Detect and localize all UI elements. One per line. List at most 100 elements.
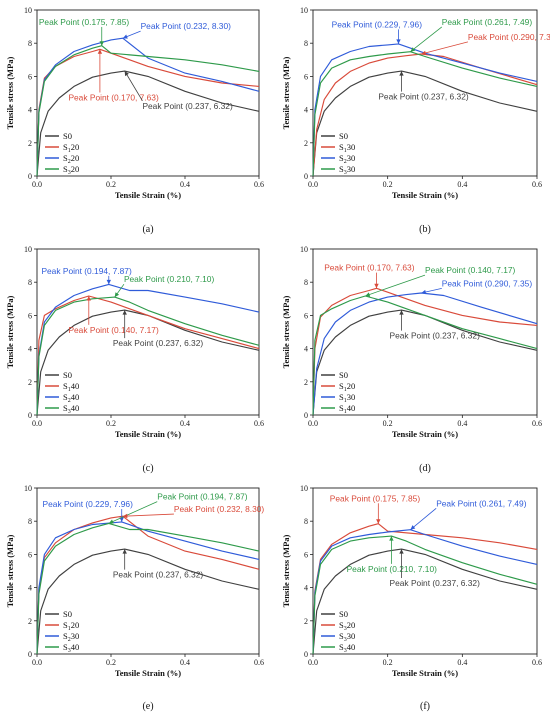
series-line [36, 296, 260, 416]
peak-arrow-head [114, 292, 120, 298]
peak-arrow-head [374, 283, 379, 289]
peak-point-label: Peak Point (0.237, 6.32) [390, 331, 481, 341]
legend-label: S220 [63, 153, 79, 165]
peak-arrow-head [399, 549, 404, 554]
y-tick-label: 0 [28, 172, 32, 181]
peak-point-label: Peak Point (0.290, 7.35) [442, 278, 533, 288]
peak-point-label: Peak Point (0.175, 7.85) [330, 493, 421, 503]
peak-point-label: Peak Point (0.237, 6.32) [378, 92, 469, 102]
x-tick-label: 0.0 [308, 419, 318, 428]
legend-label: S0 [63, 370, 72, 380]
series-line [312, 70, 538, 177]
x-tick-label: 0.2 [106, 419, 116, 428]
legend-label: S340 [63, 403, 79, 415]
y-tick-label: 8 [304, 39, 308, 48]
y-tick-label: 6 [304, 550, 308, 559]
y-tick-label: 4 [304, 584, 308, 593]
peak-point-label: Peak Point (0.210, 7.10) [124, 274, 215, 284]
legend-label: S340 [339, 642, 355, 654]
series-line [312, 53, 538, 177]
series-line [36, 309, 260, 416]
peak-arrow-head [122, 549, 127, 554]
peak-arrow-line [365, 274, 426, 297]
legend-label: S120 [63, 142, 79, 154]
x-axis-label: Tensile Strain (%) [392, 668, 458, 678]
y-tick-label: 0 [28, 411, 32, 420]
plot-frame [36, 487, 260, 655]
peak-point-label: Peak Point (0.237, 6.32) [113, 338, 204, 348]
x-axis-label: Tensile Strain (%) [115, 190, 181, 200]
peak-point-label: Peak Point (0.261, 7.49) [436, 498, 527, 508]
x-tick-label: 0.4 [457, 419, 467, 428]
x-tick-label: 0.0 [308, 658, 318, 667]
peak-arrow-head [421, 289, 427, 295]
y-tick-label: 2 [28, 378, 32, 387]
x-tick-label: 0.6 [254, 180, 264, 189]
peak-arrow-head [108, 519, 114, 524]
panel-label: (c) [142, 463, 153, 474]
y-tick-label: 2 [304, 139, 308, 148]
y-tick-label: 6 [28, 550, 32, 559]
y-tick-label: 0 [304, 172, 308, 181]
peak-point-label: Peak Point (0.237, 6.32) [142, 101, 233, 111]
y-tick-label: 2 [28, 139, 32, 148]
legend-label: S130 [339, 392, 355, 404]
series-line [36, 70, 260, 177]
series-line [312, 43, 538, 177]
y-tick-label: 10 [300, 484, 308, 493]
series-line [36, 45, 260, 177]
y-axis-label: Tensile stress (MPa) [281, 56, 291, 129]
x-axis-label: Tensile Strain (%) [115, 668, 181, 678]
peak-arrow-head [365, 292, 371, 297]
x-tick-label: 0.4 [180, 180, 190, 189]
series-line [312, 548, 538, 655]
y-tick-label: 6 [304, 72, 308, 81]
peak-arrow-head [396, 39, 401, 44]
plot-frame [312, 487, 538, 655]
x-axis-label: Tensile Strain (%) [115, 429, 181, 439]
series-line [36, 521, 260, 655]
x-tick-label: 0.2 [106, 180, 116, 189]
y-tick-label: 10 [300, 245, 308, 254]
legend-label: S240 [63, 392, 79, 404]
y-tick-label: 0 [28, 650, 32, 659]
y-axis-label: Tensile stress (MPa) [5, 56, 15, 129]
y-tick-label: 8 [28, 278, 32, 287]
chart-panel: 0.0 0.2 0.4 0.6 0 2 4 6 8 10 Tensile Strain (%) Ten… [5, 6, 264, 235]
series-line [312, 535, 538, 655]
y-tick-label: 0 [304, 650, 308, 659]
x-tick-label: 0.4 [180, 658, 190, 667]
legend-label: S0 [339, 609, 348, 619]
x-tick-label: 0.2 [383, 180, 393, 189]
legend-label: S140 [63, 381, 79, 393]
legend-label: S0 [63, 609, 72, 619]
x-tick-label: 0.4 [457, 658, 467, 667]
y-tick-label: 4 [304, 345, 308, 354]
series-line [312, 529, 538, 655]
panel-label: (d) [419, 463, 431, 474]
peak-arrow-line [410, 26, 443, 52]
peak-point-label: Peak Point (0.237, 6.32) [113, 570, 204, 580]
y-tick-label: 6 [304, 311, 308, 320]
chart-panel: 0.0 0.2 0.4 0.6 0 2 4 6 8 10 Tensile Strain (%) Ten… [5, 245, 264, 474]
y-tick-label: 4 [304, 106, 308, 115]
peak-point-label: Peak Point (0.232, 8.30) [174, 504, 265, 514]
chart-panel: 0.0 0.2 0.4 0.6 0 2 4 6 8 10 Tensile Strain (%) Ten… [5, 484, 264, 712]
y-tick-label: 6 [28, 311, 32, 320]
peak-arrow-line [410, 507, 437, 530]
x-tick-label: 0.2 [383, 658, 393, 667]
y-axis-label: Tensile stress (MPa) [281, 295, 291, 368]
y-tick-label: 6 [28, 72, 32, 81]
y-tick-label: 4 [28, 345, 32, 354]
peak-point-label: Peak Point (0.232, 8.30) [141, 21, 232, 31]
y-tick-label: 10 [300, 6, 308, 15]
peak-arrow-head [124, 71, 129, 77]
x-axis-label: Tensile Strain (%) [392, 429, 458, 439]
x-tick-label: 0.0 [32, 419, 42, 428]
series-line [312, 287, 538, 416]
legend-label: S120 [63, 620, 79, 632]
